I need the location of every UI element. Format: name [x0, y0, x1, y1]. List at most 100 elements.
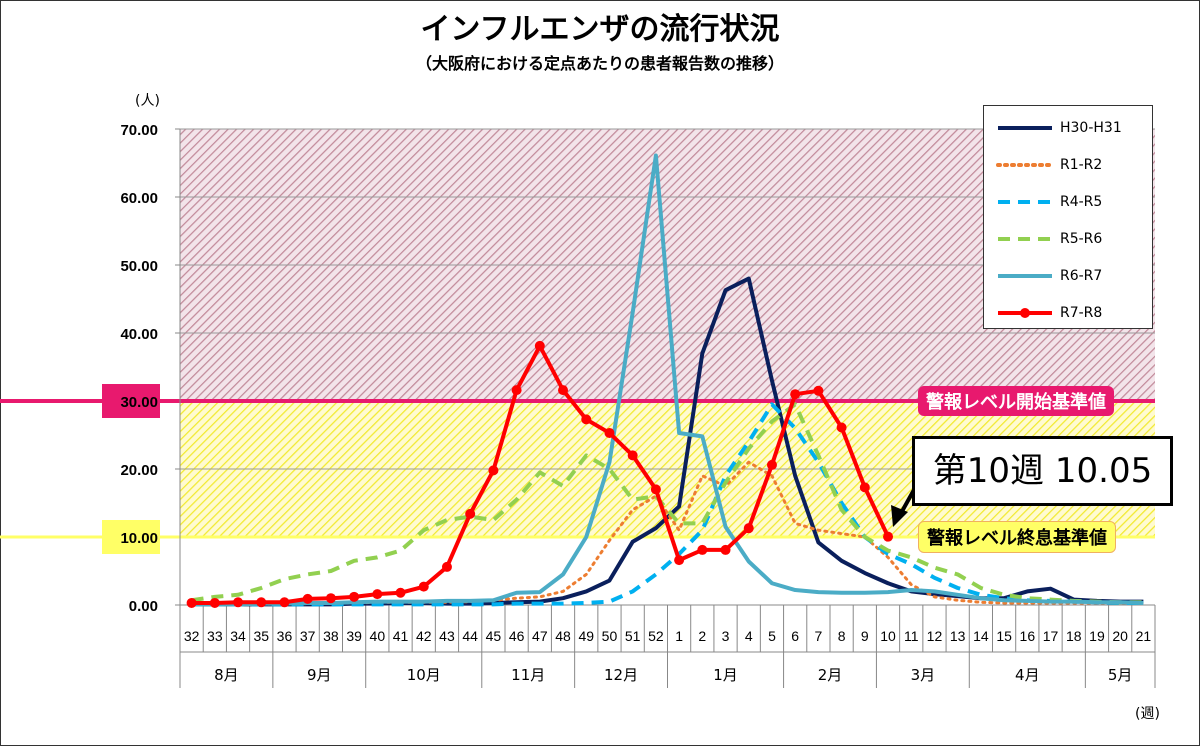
- legend-swatch: [998, 237, 1052, 241]
- month-label: 11月: [511, 666, 545, 684]
- data-point-R7-R8: [581, 414, 592, 425]
- series-line-R6-R7: [191, 153, 1144, 607]
- x-tick-label: 7: [814, 628, 822, 644]
- month-label: 12月: [604, 666, 638, 684]
- x-tick-label: 15: [996, 628, 1012, 644]
- x-tick-label: 38: [323, 628, 339, 644]
- x-tick-label: 32: [184, 628, 200, 644]
- y-tick-label: 0.00: [129, 598, 158, 615]
- data-point-R7-R8: [813, 385, 824, 396]
- data-point-R7-R8: [766, 459, 777, 470]
- x-tick-label: 52: [648, 628, 664, 644]
- legend-swatch: [998, 126, 1052, 130]
- x-tick-label: 37: [300, 628, 316, 644]
- x-tick-label: 50: [602, 628, 618, 644]
- legend-item: R4-R5: [996, 192, 1102, 212]
- data-point-R7-R8: [674, 555, 685, 566]
- x-tick-label: 11: [904, 628, 919, 644]
- month-label: 1月: [713, 666, 738, 684]
- month-label: 9月: [307, 666, 332, 684]
- data-point-R7-R8: [627, 450, 638, 461]
- data-point-R7-R8: [697, 544, 708, 555]
- x-axis-label: (週): [1135, 706, 1160, 722]
- data-point-R7-R8: [604, 427, 615, 438]
- y-tick-label: 70.00: [120, 122, 158, 139]
- data-point-R7-R8: [534, 340, 545, 351]
- x-tick-label: 48: [555, 628, 571, 644]
- x-tick-label: 49: [578, 628, 594, 644]
- x-tick-label: 17: [1043, 628, 1059, 644]
- x-tick-label: 41: [393, 628, 409, 644]
- legend-label: R5-R6: [1060, 231, 1103, 247]
- x-tick-label: 9: [861, 628, 869, 644]
- legend-item: R6-R7: [996, 266, 1102, 286]
- data-point-R7-R8: [302, 593, 313, 604]
- chart-title: インフルエンザの流行状況: [420, 12, 780, 47]
- data-point-R7-R8: [836, 422, 847, 433]
- x-tick-label: 35: [253, 628, 269, 644]
- x-tick-label: 39: [346, 628, 362, 644]
- x-tick-label: 3: [722, 628, 730, 644]
- alert-start-label: 警報レベル開始基準値: [918, 386, 1114, 416]
- x-tick-label: 16: [1020, 628, 1036, 644]
- y-tick-label: 50.00: [120, 258, 158, 275]
- legend-label: R7-R8: [1060, 305, 1103, 321]
- x-tick-label: 5: [768, 628, 776, 644]
- data-point-R7-R8: [790, 389, 801, 400]
- threshold-axis-label: 10.00: [120, 530, 158, 547]
- x-tick-label: 20: [1112, 628, 1128, 644]
- legend-label: R1-R2: [1060, 157, 1103, 173]
- data-point-R7-R8: [743, 523, 754, 534]
- annotation-arrow-head: [891, 505, 908, 527]
- x-tick-label: 1: [675, 628, 683, 644]
- x-tick-label: 19: [1089, 628, 1105, 644]
- series-line-R4-R5: [191, 402, 1144, 607]
- x-tick-label: 46: [509, 628, 525, 644]
- data-point-R7-R8: [256, 597, 267, 608]
- x-tick-label: 45: [486, 628, 502, 644]
- legend-swatch: [996, 163, 1054, 167]
- legend-label: H30-H31: [1060, 120, 1122, 136]
- y-tick-label: 40.00: [120, 326, 158, 343]
- legend-swatch: [998, 274, 1052, 278]
- x-tick-label: 13: [950, 628, 966, 644]
- x-tick-label: 47: [532, 628, 548, 644]
- data-point-R7-R8: [372, 589, 383, 600]
- data-point-R7-R8: [859, 482, 870, 493]
- x-tick-label: 43: [439, 628, 455, 644]
- x-tick-label: 51: [625, 628, 641, 644]
- y-axis-label: (人): [135, 93, 160, 109]
- data-point-R7-R8: [395, 587, 406, 598]
- x-tick-label: 10: [880, 628, 896, 644]
- x-tick-label: 4: [745, 628, 753, 644]
- x-tick-label: 42: [416, 628, 432, 644]
- data-point-R7-R8: [441, 561, 452, 572]
- month-label: 2月: [818, 666, 843, 684]
- x-tick-label: 6: [791, 628, 799, 644]
- month-label: 4月: [1015, 666, 1040, 684]
- annotation-callout: 第10週 10.05: [912, 436, 1173, 506]
- month-label: 8月: [214, 666, 239, 684]
- x-tick-label: 8: [838, 628, 846, 644]
- legend-swatch: [998, 308, 1052, 318]
- data-point-R7-R8: [511, 385, 522, 396]
- data-point-R7-R8: [720, 544, 731, 555]
- legend-label: R6-R7: [1060, 268, 1103, 284]
- threshold-axis-highlight: [102, 384, 160, 418]
- data-point-R7-R8: [279, 597, 290, 608]
- data-point-R7-R8: [349, 591, 360, 602]
- legend-item: R1-R2: [996, 155, 1102, 175]
- alert-end-label: 警報レベル終息基準値: [918, 521, 1116, 553]
- x-tick-label: 40: [370, 628, 386, 644]
- data-point-R7-R8: [325, 593, 336, 604]
- data-point-R7-R8: [883, 531, 894, 542]
- month-label: 10月: [407, 666, 441, 684]
- data-point-R7-R8: [558, 385, 569, 396]
- x-tick-label: 12: [927, 628, 943, 644]
- legend-item: R7-R8: [996, 303, 1102, 323]
- data-point-R7-R8: [488, 465, 499, 476]
- month-label: 5月: [1108, 666, 1133, 684]
- x-tick-label: 36: [277, 628, 293, 644]
- data-point-R7-R8: [418, 581, 429, 592]
- x-tick-label: 34: [230, 628, 246, 644]
